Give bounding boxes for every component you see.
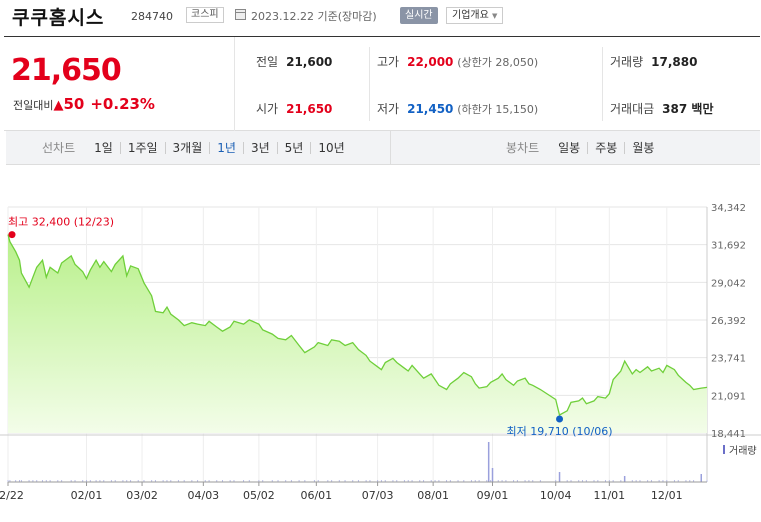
tab-1w[interactable]: 1주일 bbox=[119, 142, 165, 154]
stock-name: 쿠쿠홈시스 bbox=[12, 7, 105, 29]
volume-value: 17,880 bbox=[651, 55, 698, 69]
x-tick-label: 10/04 bbox=[540, 489, 572, 502]
change-percent: +0.23% bbox=[90, 95, 155, 113]
low-marker-label: 최저 19,710 (10/06) bbox=[507, 425, 613, 438]
current-price: 21,650 bbox=[11, 53, 122, 88]
x-tick-label: 11/01 bbox=[593, 489, 625, 502]
trade-amount: 거래대금 387 백만 bbox=[610, 100, 713, 117]
candle-chart-tabs: 봉차트 일봉 주봉 월봉 bbox=[506, 131, 661, 165]
x-tick-label: 12/01 bbox=[651, 489, 683, 502]
line-chart-label: 선차트 bbox=[42, 141, 76, 155]
price-line bbox=[7, 234, 708, 416]
high-value: 22,000 bbox=[407, 55, 454, 69]
low-value: 21,450 bbox=[407, 102, 454, 116]
divider bbox=[390, 131, 391, 165]
y-axis-labels: 34,342 31,692 29,042 26,392 23,741 21,091 18,4… bbox=[711, 203, 746, 440]
volume-label: 거래량 bbox=[610, 55, 644, 69]
tab-monthly[interactable]: 월봉 bbox=[624, 142, 661, 154]
tab-3y[interactable]: 3년 bbox=[242, 142, 277, 154]
low-marker-dot bbox=[556, 415, 564, 423]
prev-close-value: 21,600 bbox=[286, 55, 333, 69]
tab-daily[interactable]: 일봉 bbox=[558, 141, 581, 155]
y-tick-label: 29,042 bbox=[711, 278, 746, 289]
tab-weekly[interactable]: 주봉 bbox=[587, 142, 624, 154]
candle-chart-label: 봉차트 bbox=[506, 141, 540, 155]
amount-value: 387 백만 bbox=[662, 102, 714, 116]
realtime-button[interactable]: 실시간 bbox=[400, 7, 438, 24]
divider bbox=[369, 47, 370, 121]
chart-markers: 최고 32,400 (12/23) 최저 19,710 (10/06) bbox=[8, 216, 613, 438]
price-area bbox=[8, 234, 707, 433]
x-tick-label: 09/01 bbox=[477, 489, 509, 502]
tab-1d[interactable]: 1일 bbox=[94, 141, 113, 155]
change-label: 전일대비 bbox=[13, 99, 54, 112]
high-label: 고가 bbox=[377, 55, 400, 69]
low-price: 저가 21,450 (하한가 15,150) bbox=[377, 100, 538, 117]
tab-3m[interactable]: 3개월 bbox=[164, 142, 210, 154]
prev-close: 전일 21,600 bbox=[256, 53, 332, 70]
volume: 거래량 17,880 bbox=[610, 53, 697, 70]
y-tick-label: 31,692 bbox=[711, 241, 746, 252]
divider bbox=[602, 47, 603, 121]
tab-5y[interactable]: 5년 bbox=[276, 142, 311, 154]
change-row: 전일대비▲50 +0.23% bbox=[13, 95, 155, 113]
line-chart-tabs: 선차트 1일 1주일 3개월 1년 3년 5년 10년 bbox=[42, 131, 352, 165]
open-value: 21,650 bbox=[286, 102, 333, 116]
volume-panel: 거래량 bbox=[7, 442, 757, 482]
change-value: 50 bbox=[63, 95, 85, 113]
high-price: 고가 22,000 (상한가 28,050) bbox=[377, 53, 538, 70]
chevron-down-icon: ▼ bbox=[492, 12, 498, 20]
x-tick-label: 06/01 bbox=[300, 489, 332, 502]
stock-code: 284740 bbox=[131, 10, 173, 23]
volume-legend-label: 거래량 bbox=[729, 445, 757, 457]
divider bbox=[234, 37, 235, 131]
price-box: 21,650 전일대비▲50 +0.23% bbox=[4, 37, 234, 131]
company-overview-button[interactable]: 기업개요 ▼ bbox=[446, 7, 504, 24]
chart-tabs: 선차트 1일 1주일 3개월 1년 3년 5년 10년 봉차트 일봉 주봉 월봉 bbox=[6, 131, 760, 165]
y-tick-label: 21,091 bbox=[711, 391, 746, 402]
x-tick-label: 07/03 bbox=[362, 489, 394, 502]
open-price: 시가 21,650 bbox=[256, 100, 332, 117]
high-marker-dot bbox=[8, 231, 16, 239]
calendar-icon bbox=[235, 9, 246, 20]
y-tick-label: 23,741 bbox=[711, 354, 746, 365]
price-chart: 34,342 31,692 29,042 26,392 23,741 21,091 18,4… bbox=[0, 203, 761, 502]
quote-panel: 21,650 전일대비▲50 +0.23% 전일 21,600 고가 22,000 (… bbox=[4, 36, 760, 131]
company-overview-label: 기업개요 bbox=[452, 10, 489, 21]
volume-legend-icon bbox=[723, 445, 725, 454]
high-marker-label: 최고 32,400 (12/23) bbox=[8, 216, 114, 229]
stock-header: 쿠쿠홈시스 284740 코스피 2023.12.22 기준(장마감) 실시간 … bbox=[0, 0, 761, 30]
lower-limit: (하한가 15,150) bbox=[457, 103, 539, 116]
upper-limit: (상한가 28,050) bbox=[457, 56, 539, 69]
tab-10y[interactable]: 10년 bbox=[310, 142, 351, 154]
x-tick-label: 04/03 bbox=[187, 489, 219, 502]
low-label: 저가 bbox=[377, 102, 400, 116]
x-tick-label: 02/01 bbox=[71, 489, 103, 502]
y-tick-label: 26,392 bbox=[711, 316, 746, 327]
x-tick-label: 03/02 bbox=[126, 489, 158, 502]
prev-close-label: 전일 bbox=[256, 55, 279, 69]
x-tick-label: 05/02 bbox=[243, 489, 275, 502]
amount-label: 거래대금 bbox=[610, 102, 655, 116]
x-tick-label: 08/01 bbox=[417, 489, 449, 502]
x-axis-labels: 12/22 02/01 03/02 04/03 05/02 06/01 07/03 08/01… bbox=[0, 481, 707, 502]
y-tick-label: 34,342 bbox=[711, 203, 746, 214]
up-arrow-icon: ▲ bbox=[53, 98, 64, 113]
market-badge: 코스피 bbox=[186, 7, 224, 23]
x-tick-label: 12/22 bbox=[0, 489, 24, 502]
open-label: 시가 bbox=[256, 102, 279, 116]
quote-date: 2023.12.22 기준(장마감) bbox=[251, 10, 377, 23]
tab-1y[interactable]: 1년 bbox=[209, 142, 243, 154]
y-tick-label: 18,441 bbox=[711, 429, 746, 440]
